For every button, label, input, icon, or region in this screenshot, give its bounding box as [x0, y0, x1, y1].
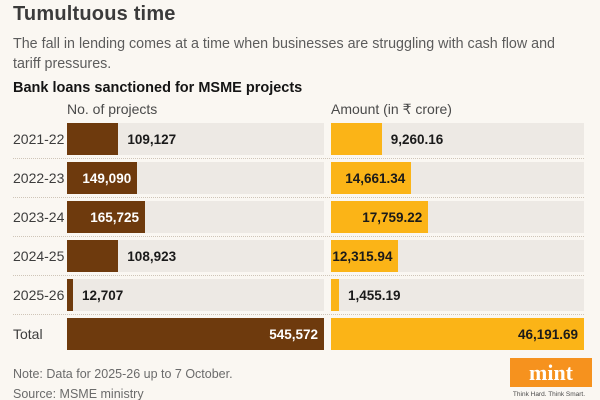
amount-value: 9,260.16 [390, 131, 444, 147]
chart-source: Source: MSME ministry [13, 387, 144, 400]
total-row: Total 545,572 46,191.69 [13, 314, 584, 353]
subtitle: The fall in lending comes at a time when… [13, 36, 555, 72]
projects-bar [67, 240, 119, 272]
chart-row: 2022-23 149,090 14,661.34 [13, 158, 584, 197]
projects-track: 165,725 [67, 201, 324, 233]
amount-value: 46,191.69 [517, 326, 578, 342]
projects-track: 545,572 [67, 318, 324, 350]
projects-value: 108,923 [127, 248, 177, 264]
row-label: 2024-25 [13, 248, 65, 264]
projects-value: 109,127 [127, 131, 177, 147]
amount-track: 46,191.69 [331, 318, 584, 350]
amount-bar: 17,759.22 [331, 201, 429, 233]
projects-bar [67, 123, 119, 155]
chart-row: 2025-26 12,707 1,455.19 [13, 275, 584, 314]
projects-bar: 545,572 [67, 318, 324, 350]
amount-track: 17,759.22 [331, 201, 584, 233]
mint-logo-text: mint [529, 359, 573, 385]
projects-value: 149,090 [82, 170, 132, 186]
projects-track: 149,090 [67, 162, 324, 194]
page-title: Tumultuous time [13, 3, 176, 25]
amount-value: 17,759.22 [362, 209, 423, 225]
amount-track: 9,260.16 [331, 123, 584, 155]
amount-bar [331, 279, 339, 311]
projects-bar [67, 279, 73, 311]
row-label: 2023-24 [13, 209, 65, 225]
projects-bar: 149,090 [67, 162, 138, 194]
chart-rows: 2021-22 109,127 9,260.16 2022-23 149,090 14,6… [13, 120, 584, 353]
projects-track: 108,923 [67, 240, 324, 272]
mint-logo: mint [510, 358, 592, 387]
projects-column-header: No. of projects [67, 101, 158, 117]
chart-row: 2023-24 165,725 17,759.22 [13, 197, 584, 236]
amount-bar [331, 123, 382, 155]
amount-track: 14,661.34 [331, 162, 584, 194]
column-gap [324, 101, 331, 117]
chart-note: Note: Data for 2025-26 up to 7 October. [13, 367, 233, 381]
projects-track: 109,127 [67, 123, 324, 155]
amount-value: 14,661.34 [345, 170, 406, 186]
projects-bar: 165,725 [67, 201, 146, 233]
amount-value: 12,315.94 [332, 248, 393, 264]
projects-value: 165,725 [90, 209, 140, 225]
projects-track: 12,707 [67, 279, 324, 311]
amount-track: 12,315.94 [331, 240, 584, 272]
projects-value: 545,572 [269, 326, 318, 342]
amount-bar: 14,661.34 [331, 162, 412, 194]
chart-title: Bank loans sanctioned for MSME projects [13, 80, 303, 96]
chart-row: 2021-22 109,127 9,260.16 [13, 120, 584, 158]
row-label: 2021-22 [13, 131, 65, 147]
chart-row: 2024-25 108,923 12,315.94 [13, 236, 584, 275]
label-column-spacer [13, 101, 67, 117]
amount-track: 1,455.19 [331, 279, 584, 311]
row-label: 2022-23 [13, 170, 65, 186]
row-label: Total [13, 326, 43, 342]
amount-column-header: Amount (in ₹ crore) [331, 101, 452, 117]
amount-bar: 12,315.94 [331, 240, 399, 272]
projects-value: 12,707 [82, 287, 124, 303]
mint-logo-tagline: Think Hard. Think Smart. [512, 391, 586, 398]
amount-value: 1,455.19 [347, 287, 401, 303]
row-label: 2025-26 [13, 287, 65, 303]
amount-bar: 46,191.69 [331, 318, 584, 350]
column-headers: No. of projects Amount (in ₹ crore) [13, 101, 584, 117]
